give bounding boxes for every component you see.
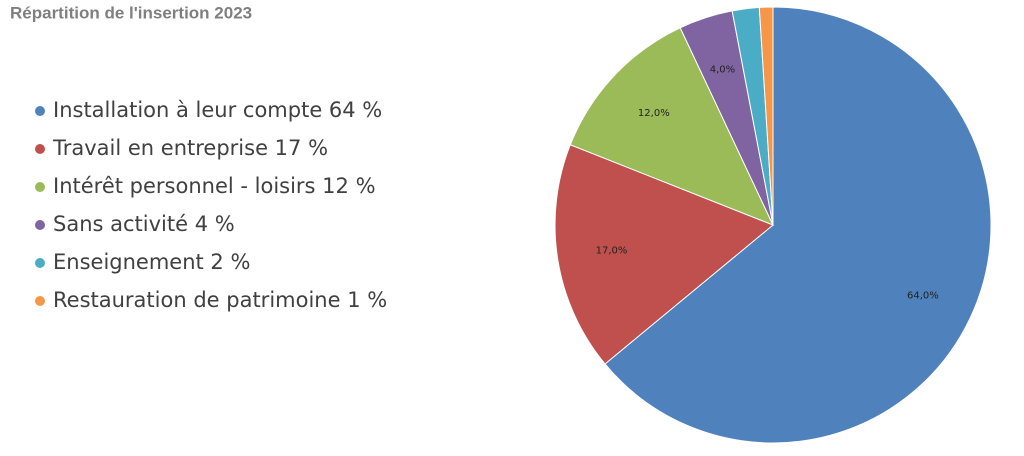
legend-label: Enseignement 2 % xyxy=(53,250,250,274)
legend-marker xyxy=(35,144,45,154)
legend-marker xyxy=(35,220,45,230)
legend-label: Restauration de patrimoine 1 % xyxy=(53,288,387,312)
data-label: 12,0% xyxy=(638,108,670,119)
legend-marker xyxy=(35,106,45,116)
legend-label: Travail en entreprise 17 % xyxy=(52,136,328,160)
data-label: 64,0% xyxy=(907,291,939,302)
legend-marker xyxy=(35,182,45,192)
legend-label: Intérêt personnel - loisirs 12 % xyxy=(53,174,376,198)
chart-title: Répartition de l'insertion 2023 xyxy=(10,3,252,22)
data-label: 17,0% xyxy=(596,246,628,257)
legend-label: Installation à leur compte 64 % xyxy=(53,98,382,122)
pie-slice xyxy=(569,27,774,226)
legend-marker xyxy=(35,258,45,268)
data-label: 4,0% xyxy=(710,65,735,76)
pie-slice xyxy=(604,6,992,444)
pie-slice xyxy=(554,144,774,365)
legend-marker xyxy=(35,296,45,306)
legend-label: Sans activité 4 % xyxy=(53,212,235,236)
pie-slice xyxy=(758,6,774,226)
